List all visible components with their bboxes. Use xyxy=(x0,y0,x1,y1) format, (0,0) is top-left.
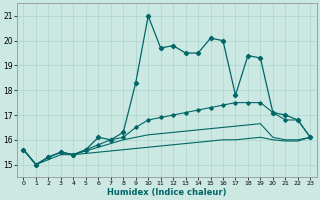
X-axis label: Humidex (Indice chaleur): Humidex (Indice chaleur) xyxy=(107,188,227,197)
